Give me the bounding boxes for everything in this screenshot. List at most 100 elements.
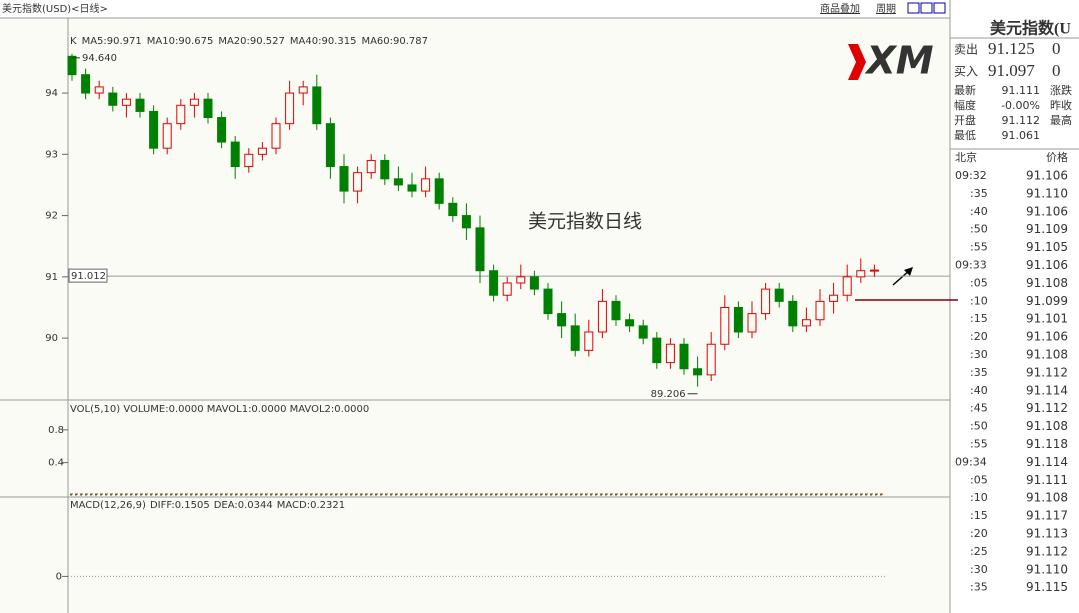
candle-body <box>856 270 866 278</box>
tick-time: 09:32 <box>955 169 987 182</box>
quote-stat: 91.112 <box>1002 114 1041 127</box>
quote-stat: 91.061 <box>1002 129 1041 142</box>
tick-time: :35 <box>970 581 988 594</box>
candle-body <box>67 55 77 76</box>
candle-body <box>733 306 743 333</box>
quote-stat: 幅度 <box>954 98 976 112</box>
candle-body <box>176 104 186 125</box>
y-tick-label: 90 <box>45 333 58 344</box>
candle-body <box>393 178 403 186</box>
candle-body <box>815 300 825 321</box>
tick-price: 91.112 <box>1026 365 1068 379</box>
toolbar-icon[interactable] <box>933 2 946 14</box>
candle-body <box>285 92 295 125</box>
tick-time: 09:34 <box>955 455 987 468</box>
quote-label: 卖出 <box>954 43 978 57</box>
candle-body <box>597 300 607 333</box>
candle-body <box>312 86 322 125</box>
candle-body <box>434 178 444 204</box>
quote-price: 91.097 <box>988 61 1035 80</box>
price-tag <box>68 268 108 283</box>
candle-body <box>665 343 675 364</box>
candle-body <box>543 288 553 315</box>
tick-time: :10 <box>970 491 988 504</box>
candle-body <box>108 92 118 106</box>
macd-legend: DIFF:0.1505 <box>150 500 210 511</box>
quote-stat: 最高 <box>1050 113 1072 127</box>
candle-body <box>217 117 227 143</box>
tick-price: 91.117 <box>1026 509 1068 523</box>
tick-price: 91.101 <box>1026 312 1068 326</box>
tick-time: :30 <box>970 348 988 361</box>
candle-body <box>706 343 716 376</box>
tick-price: 91.108 <box>1026 491 1068 505</box>
quote-stat: 最新 <box>954 83 976 97</box>
logo-text: XM <box>864 39 933 83</box>
candle-body <box>720 306 730 345</box>
tick-price: 91.113 <box>1026 527 1068 541</box>
price-tag-label: 91.012 <box>71 271 106 282</box>
candle-body <box>407 184 417 192</box>
candle-body <box>448 202 458 217</box>
candle-body <box>761 288 771 315</box>
quote-change: 0 <box>1052 61 1061 80</box>
candle-body <box>257 147 267 155</box>
quote-stat: 开盘 <box>954 113 976 127</box>
candle-body <box>203 98 213 119</box>
macd-legend: DEA:0.0344 <box>214 500 273 511</box>
tick-time: :15 <box>970 312 988 325</box>
quote-title: 美元指数(U <box>990 19 1071 38</box>
y-tick-label: 92 <box>45 211 58 222</box>
tick-price: 91.118 <box>1026 437 1068 451</box>
quote-price: 91.125 <box>988 39 1035 58</box>
tick-price: 91.114 <box>1026 383 1068 397</box>
candle-body <box>829 294 839 302</box>
candle-body <box>380 159 390 180</box>
candle-body <box>502 282 512 296</box>
toolbar-icon[interactable] <box>920 2 933 14</box>
tick-price: 91.108 <box>1026 419 1068 433</box>
candle-body <box>121 98 131 106</box>
candle-body <box>584 331 594 351</box>
tick-price: 91.106 <box>1026 258 1068 272</box>
tick-price: 91.106 <box>1026 330 1068 344</box>
quote-stat: -0.00% <box>1001 99 1040 112</box>
candle-body <box>801 319 811 327</box>
tick-price: 91.109 <box>1026 222 1068 236</box>
tick-price: 91.112 <box>1026 544 1068 558</box>
quote-stat: 昨收 <box>1050 98 1072 112</box>
tick-price: 91.099 <box>1026 294 1068 308</box>
legend-entry: MA60:90.787 <box>361 36 428 47</box>
candle-body <box>353 172 363 192</box>
tick-time: :15 <box>970 509 988 522</box>
tick-time: :05 <box>970 473 988 486</box>
tick-time: :25 <box>970 545 988 558</box>
tick-price: 91.106 <box>1026 204 1068 218</box>
candle-body <box>611 300 621 321</box>
y-tick-label: 0.8 <box>48 425 64 436</box>
menu-item[interactable]: 周期 <box>876 3 896 15</box>
candle-body <box>774 288 784 302</box>
y-tick-label: 94 <box>45 88 58 99</box>
ticks-header: 北京 <box>955 150 977 164</box>
tick-time: :10 <box>970 294 988 307</box>
candle-body <box>842 276 852 296</box>
candle-body <box>625 319 635 327</box>
candle-body <box>271 123 281 149</box>
candle-body <box>339 166 349 192</box>
tick-time: :30 <box>970 563 988 576</box>
candle-body <box>244 153 254 168</box>
legend-entry: MA40:90.315 <box>290 36 357 47</box>
tick-time: :50 <box>970 223 988 236</box>
toolbar-icon[interactable] <box>907 2 920 14</box>
tick-time: :40 <box>970 205 988 218</box>
tick-price: 91.110 <box>1026 562 1068 576</box>
macd-legend: MACD:0.2321 <box>277 500 345 511</box>
candle-body <box>869 269 879 272</box>
candle-body <box>189 98 199 106</box>
tick-price: 91.105 <box>1026 240 1068 254</box>
legend-entry: MA10:90.675 <box>147 36 214 47</box>
menu-item[interactable]: 商品叠加 <box>820 2 860 15</box>
ticks-header: 价格 <box>1046 150 1068 164</box>
quote-change: 0 <box>1052 39 1061 58</box>
